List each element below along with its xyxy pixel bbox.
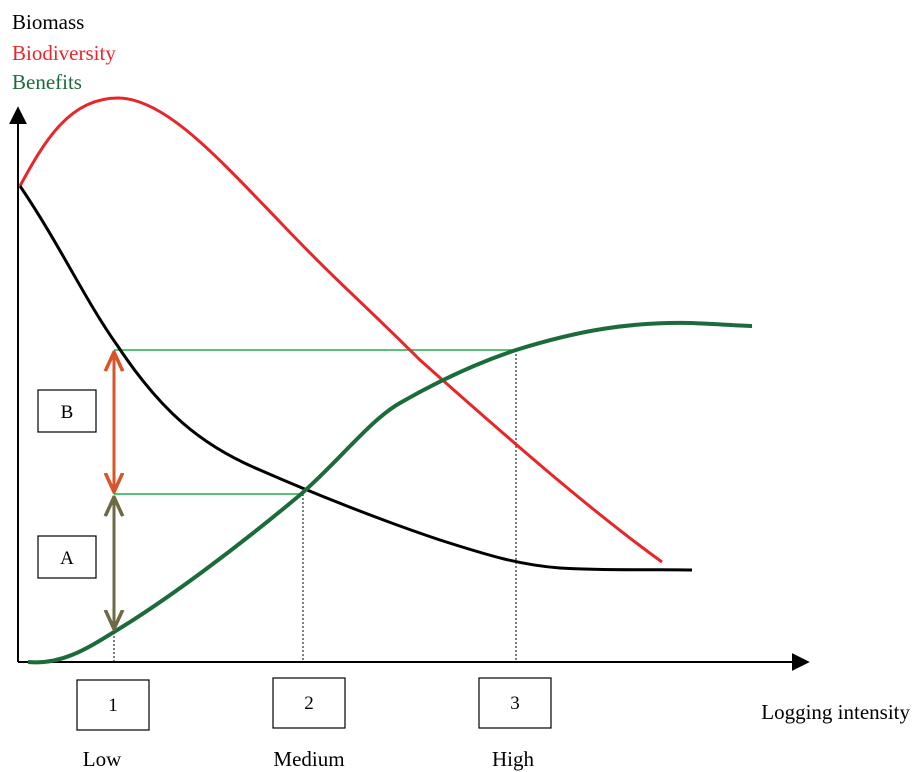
legend-benefits: Benefits xyxy=(12,70,82,94)
biomass-curve xyxy=(18,185,693,572)
marker-box-1: 1 xyxy=(76,679,150,731)
legend-biodiversity: Biodiversity xyxy=(12,41,116,65)
marker-number-3: 3 xyxy=(510,693,520,714)
benefits-curve xyxy=(27,320,753,665)
biodiversity-curve xyxy=(18,96,663,564)
marker-box-3: 3 xyxy=(478,677,552,729)
marker-box-2: 2 xyxy=(272,677,346,729)
box-a-label: A xyxy=(60,548,74,569)
marker-number-1: 1 xyxy=(108,695,118,716)
tick-label-low: Low xyxy=(83,747,122,771)
box-b: B xyxy=(37,389,97,433)
x-axis-label: Logging intensity xyxy=(761,700,910,724)
legend-biomass: Biomass xyxy=(12,10,84,34)
tick-label-medium: Medium xyxy=(273,747,344,771)
marker-number-2: 2 xyxy=(304,693,314,714)
tick-label-high: High xyxy=(492,747,535,771)
box-a: A xyxy=(37,535,97,579)
box-b-label: B xyxy=(61,402,74,423)
